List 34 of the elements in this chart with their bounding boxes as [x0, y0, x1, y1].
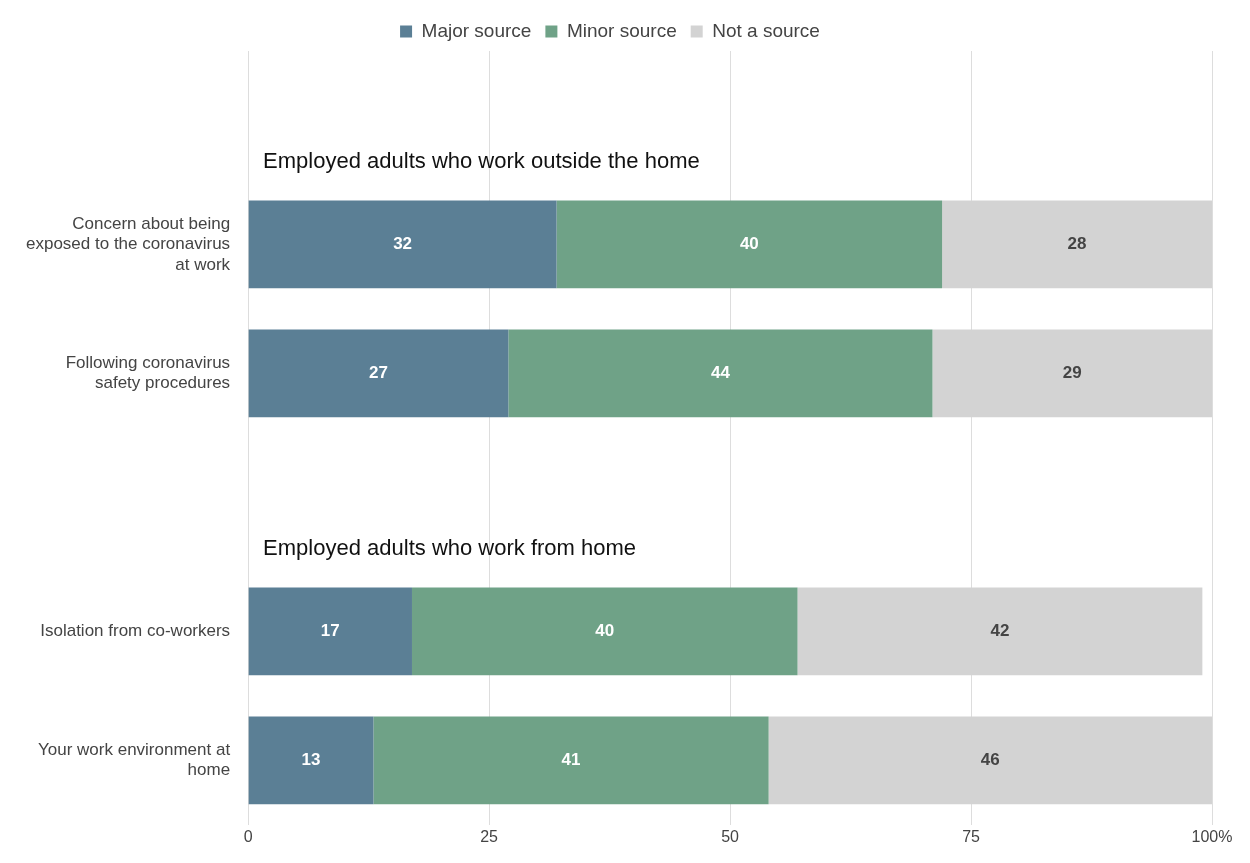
data-label: 44	[710, 363, 731, 383]
data-label: 29	[1062, 363, 1082, 383]
data-label: 17	[320, 621, 340, 641]
x-tick-label: 50	[721, 827, 740, 845]
data-label: 46	[980, 750, 1000, 769]
y-tick-label: Concern about being exposed to the coronavirus at work	[26, 213, 231, 274]
bar	[373, 716, 769, 805]
x-tick-label: 25	[480, 827, 499, 845]
data-label: 32	[393, 234, 413, 254]
x-tick-label: 0	[243, 827, 253, 845]
bar	[248, 716, 374, 805]
bar	[248, 329, 509, 418]
bar	[248, 200, 557, 289]
x-tick-label: 100%	[1191, 827, 1233, 845]
data-label: 41	[561, 750, 581, 769]
bar	[248, 587, 412, 676]
annotation: Employed adults who work outside the home	[263, 147, 700, 173]
data-label: 42	[990, 621, 1010, 641]
y-tick-label: Isolation from co-workers	[40, 621, 231, 641]
data-label: 13	[301, 750, 321, 769]
bar	[508, 329, 933, 418]
legend-label: Not a source	[712, 19, 820, 41]
bar	[556, 200, 943, 289]
data-label: 40	[739, 234, 759, 254]
legend-label: Minor source	[566, 19, 677, 41]
data-label: 28	[1067, 234, 1087, 254]
data-label: 27	[369, 363, 388, 383]
annotation: Employed adults who work from home	[263, 534, 637, 560]
x-tick-label: 75	[962, 827, 981, 845]
y-tick-label: Your work environment at home	[37, 739, 231, 780]
y-tick-label: Following coronavirus safety procedures	[65, 352, 231, 393]
legend-label: Major source	[421, 19, 532, 41]
data-label: 40	[595, 621, 615, 641]
bar	[411, 587, 798, 676]
